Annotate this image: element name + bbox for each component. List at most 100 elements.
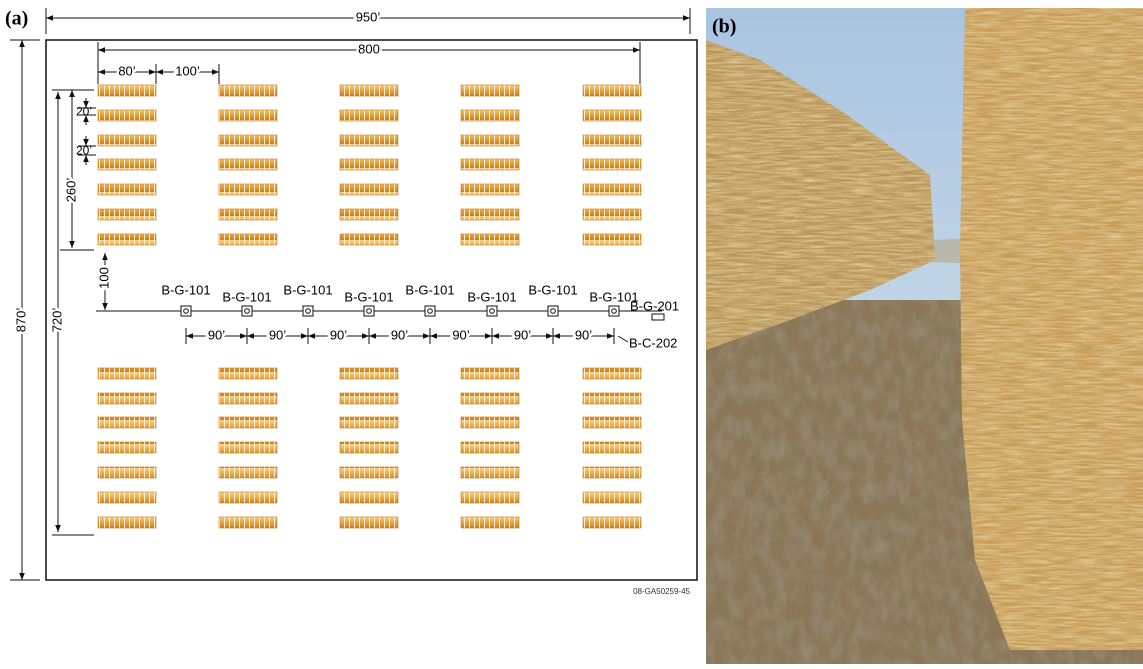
bale-stack: [461, 467, 519, 478]
dimension-label: 90’: [452, 327, 469, 342]
bale-stack: [340, 110, 398, 121]
sensor: [548, 306, 558, 316]
bale-stack: [340, 184, 398, 195]
bale-stack: [461, 492, 519, 503]
bale-stack: [461, 184, 519, 195]
sensor-label: B-G-101: [405, 282, 454, 297]
bale-stack: [461, 85, 519, 96]
bale-stack: [461, 417, 519, 428]
sensor: [425, 306, 435, 316]
bale-stack: [461, 209, 519, 220]
bale-stack: [98, 417, 156, 428]
figure-code: 08-GA50259-45: [633, 587, 690, 596]
dimension-label: 90’: [269, 327, 286, 342]
bale-stack: [219, 492, 277, 503]
bale-stack: [461, 234, 519, 245]
sensor-label: B-G-101: [344, 289, 393, 304]
bale-stack: [340, 85, 398, 96]
bale-stack: [219, 184, 277, 195]
bale-stack: [583, 85, 641, 96]
bale-stack: [340, 492, 398, 503]
dimension-label: 90’: [575, 327, 592, 342]
bale-stack: [98, 110, 156, 121]
bale-stack: [340, 368, 398, 379]
bale-stack: [98, 368, 156, 379]
bale-stack: [340, 417, 398, 428]
dimension-label: 90’: [208, 327, 225, 342]
bale-stack: [98, 393, 156, 404]
bale-stack: [98, 442, 156, 453]
dimension-label: 100: [96, 267, 111, 289]
bale-stack: [461, 517, 519, 528]
bale-stack: [98, 517, 156, 528]
leader-line: [618, 336, 628, 342]
bale-stack: [583, 492, 641, 503]
dimension-label: 90’: [391, 327, 408, 342]
bale-stack: [98, 85, 156, 96]
bale-stack: [219, 135, 277, 146]
bale-stack: [461, 442, 519, 453]
dimension-label: 90’: [514, 327, 531, 342]
panel-label: (b): [712, 16, 736, 38]
bale-stack: [461, 110, 519, 121]
bale-stack: [219, 417, 277, 428]
photo: (b): [706, 8, 1143, 664]
sensor-label: B-G-101: [528, 282, 577, 297]
sensor-label: B-G-101: [467, 289, 516, 304]
bale-stack: [98, 159, 156, 170]
sensor-label: B-G-101: [161, 282, 210, 297]
bale-stack: [219, 467, 277, 478]
bale-stack: [98, 135, 156, 146]
bale-stack: [98, 209, 156, 220]
bale-stack: [583, 234, 641, 245]
bale-stack: [98, 467, 156, 478]
bale-stack: [219, 368, 277, 379]
sensor: [242, 306, 252, 316]
bale-stack: [98, 184, 156, 195]
bale-stack: [340, 135, 398, 146]
bale-stack: [219, 442, 277, 453]
bale-stack: [98, 492, 156, 503]
bale-stack: [219, 393, 277, 404]
sensor: [303, 306, 313, 316]
bale-stack: [583, 467, 641, 478]
bale-stack: [219, 110, 277, 121]
end-sensor-label: B-G-201: [630, 298, 679, 313]
bale-stack: [583, 159, 641, 170]
bale-stack: [583, 393, 641, 404]
bale-stack: [583, 417, 641, 428]
dimension-label: 20’: [76, 144, 92, 158]
panel-label: (a): [5, 8, 28, 30]
end-sensor: [652, 314, 664, 320]
bale-stack: [98, 234, 156, 245]
sensor: [609, 306, 619, 316]
bale-stack: [461, 135, 519, 146]
bale-stack: [461, 368, 519, 379]
sensor: [364, 306, 374, 316]
bale-stack: [340, 467, 398, 478]
dimension-label: 720’: [49, 308, 64, 333]
dimension-label: 950’: [356, 9, 381, 24]
bale-stack: [219, 209, 277, 220]
bale-stack: [461, 159, 519, 170]
bale-stack: [583, 209, 641, 220]
figure: (a) (b) 950’80080’100’870’260’720’10020’…: [0, 0, 1143, 664]
bale-stack: [340, 517, 398, 528]
dimension-label: 260’: [63, 178, 78, 203]
bale-stack: [583, 135, 641, 146]
bale-stack: [583, 184, 641, 195]
dimension-label: 90’: [330, 327, 347, 342]
dimension-label: 80’: [118, 63, 135, 78]
bale-stack: [219, 159, 277, 170]
bale-stack: [583, 110, 641, 121]
controller-label: B-C-202: [629, 335, 677, 350]
bale-stack: [219, 517, 277, 528]
bale-stack: [583, 368, 641, 379]
bale-stack: [340, 234, 398, 245]
bale-stack: [340, 393, 398, 404]
bale-stack: [583, 517, 641, 528]
dimension-label: 100’: [175, 63, 200, 78]
sensor: [487, 306, 497, 316]
bale-stack: [219, 234, 277, 245]
bale-stack: [583, 442, 641, 453]
